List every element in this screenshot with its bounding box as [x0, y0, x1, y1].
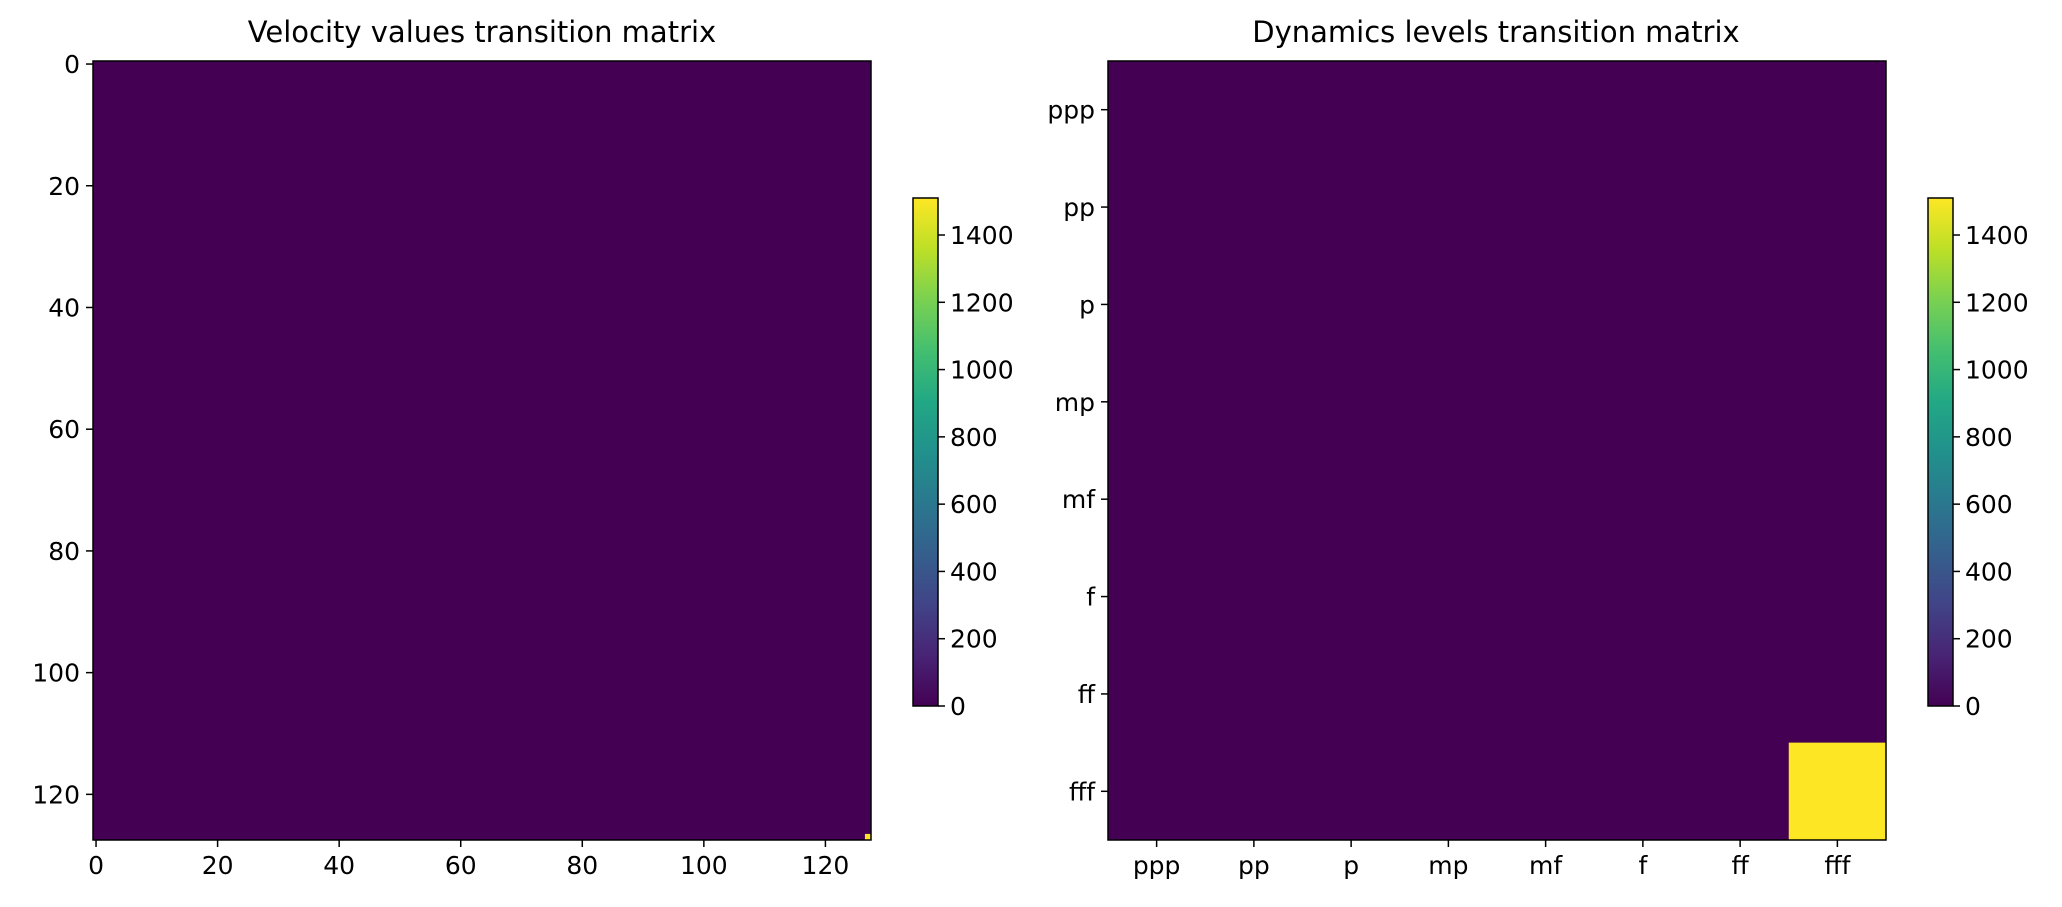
dynamics-heatmap-background	[1108, 61, 1886, 840]
y-tick-label: f	[1086, 583, 1096, 612]
velocity-colorbar-ticks: 0 200 400 600 800 1000 1200 1400	[938, 221, 1014, 721]
x-tick-label: pp	[1238, 851, 1270, 880]
colorbar-tick-label: 800	[950, 423, 998, 452]
colorbar-tick-label: 0	[950, 692, 966, 721]
x-tick-label: f	[1638, 851, 1648, 880]
x-tick-label: 60	[445, 851, 477, 880]
colorbar-tick-label: 400	[950, 557, 998, 586]
colorbar-tick-label: 400	[1965, 557, 2013, 586]
colorbar-tick-label: 200	[950, 625, 998, 654]
y-tick-label: ppp	[1047, 96, 1095, 125]
velocity-heatmap-cell	[864, 833, 871, 840]
x-tick-label: 120	[802, 851, 850, 880]
colorbar-tick-label: 600	[1965, 490, 2013, 519]
x-tick-label: mf	[1529, 851, 1563, 880]
velocity-plot-area	[92, 60, 872, 841]
y-tick-label: 60	[48, 415, 80, 444]
colorbar-tick-label: 1400	[1965, 221, 2029, 250]
colorbar-tick-label: 800	[1965, 423, 2013, 452]
dynamics-chart-title: Dynamics levels transition matrix	[1252, 15, 1739, 49]
y-tick-label: 20	[48, 172, 80, 201]
dynamics-heatmap-panel: Dynamics levels transition matrix ppp pp p…	[1047, 15, 2028, 880]
velocity-heatmap-panel: Velocity values transition matrix 0 20 40 6…	[32, 15, 1013, 880]
x-tick-label: p	[1343, 851, 1359, 880]
velocity-colorbar-gradient	[912, 197, 939, 707]
dynamics-colorbar-ticks: 0 200 400 600 800 1000 1200 1400	[1953, 221, 2029, 721]
x-tick-label: 20	[202, 851, 234, 880]
y-tick-label: fff	[1069, 777, 1096, 806]
y-tick-label: p	[1079, 290, 1095, 319]
colorbar-tick-label: 0	[1965, 692, 1981, 721]
x-tick-label: ppp	[1133, 851, 1181, 880]
velocity-y-axis: 0 20 40 60 80 100 120	[32, 50, 93, 809]
colorbar-tick-label: 1200	[950, 288, 1014, 317]
y-tick-label: mp	[1055, 388, 1095, 417]
colorbar-tick-label: 1400	[950, 221, 1014, 250]
colorbar-tick-label: 200	[1965, 625, 2013, 654]
dynamics-heatmap-cell	[1788, 742, 1886, 840]
x-tick-label: ff	[1732, 851, 1750, 880]
x-tick-label: 0	[88, 851, 104, 880]
y-tick-label: 100	[32, 659, 80, 688]
x-tick-label: 80	[566, 851, 598, 880]
y-tick-label: ff	[1078, 680, 1096, 709]
velocity-x-axis: 0 20 40 60 80 100 120	[88, 840, 849, 880]
velocity-plot-frame	[92, 60, 872, 841]
y-tick-label: 0	[64, 50, 80, 79]
x-tick-label: 100	[680, 851, 728, 880]
dynamics-plot-area	[1107, 60, 1887, 841]
y-tick-label: mf	[1062, 485, 1096, 514]
colorbar-tick-label: 1200	[1965, 288, 2029, 317]
y-tick-label: 40	[48, 293, 80, 322]
x-tick-label: 40	[323, 851, 355, 880]
colorbar-tick-label: 600	[950, 490, 998, 519]
dynamics-x-axis: ppp pp p mp mf f ff fff	[1133, 840, 1852, 880]
colorbar-tick-label: 1000	[1965, 356, 2029, 385]
dynamics-plot-frame	[1107, 60, 1887, 841]
x-tick-label: fff	[1824, 851, 1851, 880]
y-tick-label: 120	[32, 780, 80, 809]
y-tick-label: pp	[1063, 193, 1095, 222]
dynamics-colorbar-gradient	[1927, 197, 1954, 707]
velocity-heatmap-background	[93, 61, 871, 840]
colorbar-tick-label: 1000	[950, 356, 1014, 385]
x-tick-label: mp	[1428, 851, 1468, 880]
velocity-chart-title: Velocity values transition matrix	[248, 15, 716, 49]
velocity-colorbar: 0 200 400 600 800 1000 1200 1400	[912, 197, 1014, 721]
dynamics-colorbar: 0 200 400 600 800 1000 1200 1400	[1927, 197, 2029, 721]
y-tick-label: 80	[48, 537, 80, 566]
